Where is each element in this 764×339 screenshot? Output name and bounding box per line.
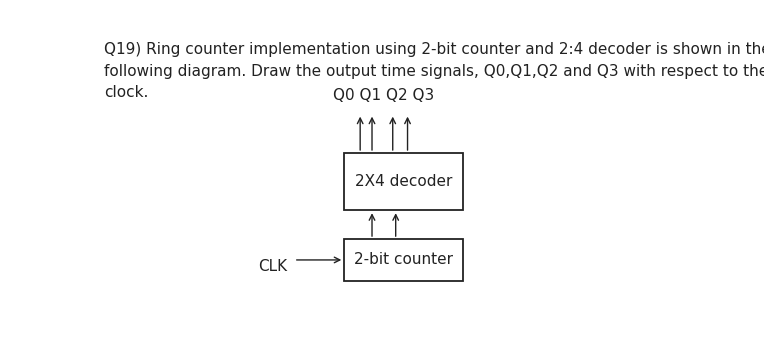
Bar (345, 239, 463, 281)
Text: Q0 Q1 Q2 Q3: Q0 Q1 Q2 Q3 (333, 88, 435, 103)
Text: 2X4 decoder: 2X4 decoder (354, 174, 452, 189)
Text: CLK: CLK (258, 259, 288, 274)
Text: Q19) Ring counter implementation using 2-bit counter and 2:4 decoder is shown in: Q19) Ring counter implementation using 2… (105, 42, 764, 100)
Bar (345, 153, 463, 210)
Text: 2-bit counter: 2-bit counter (354, 253, 453, 267)
